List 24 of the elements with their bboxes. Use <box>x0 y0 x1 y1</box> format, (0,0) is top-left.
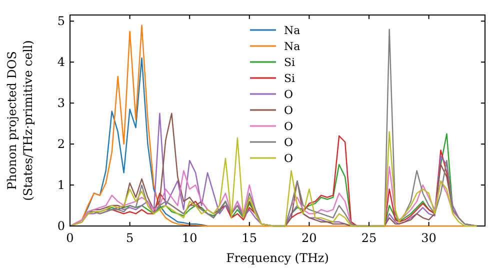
legend-label: Na <box>284 40 301 53</box>
x-tick-label: 25 <box>361 231 377 245</box>
legend-label: Si <box>284 72 296 85</box>
y-tick-label: 0 <box>57 219 65 233</box>
y-tick-label: 2 <box>57 137 65 152</box>
x-tick-label: 30 <box>421 231 436 245</box>
y-axis-title: Phonon projected DOS (States/THz·primitive cell) <box>5 40 35 201</box>
x-tick-label: 5 <box>126 231 134 245</box>
legend-label: O <box>284 152 294 165</box>
y-tick-label: 5 <box>57 14 65 28</box>
x-tick-label: 0 <box>66 231 74 245</box>
legend-label: O <box>284 104 294 117</box>
legend-label: Si <box>284 56 296 69</box>
legend-label: O <box>284 136 294 149</box>
x-tick-label: 15 <box>242 231 258 245</box>
x-axis-title: Frequency (THz) <box>226 251 329 265</box>
legend-label: O <box>284 88 294 101</box>
x-tick-label: 10 <box>182 231 198 245</box>
y-tick-label: 1 <box>57 178 65 192</box>
legend-label: Na <box>284 24 301 37</box>
y-tick-label: 4 <box>57 55 66 70</box>
x-tick-label: 20 <box>302 231 317 245</box>
legend-label: O <box>284 120 294 133</box>
y-tick-label: 3 <box>57 96 65 110</box>
